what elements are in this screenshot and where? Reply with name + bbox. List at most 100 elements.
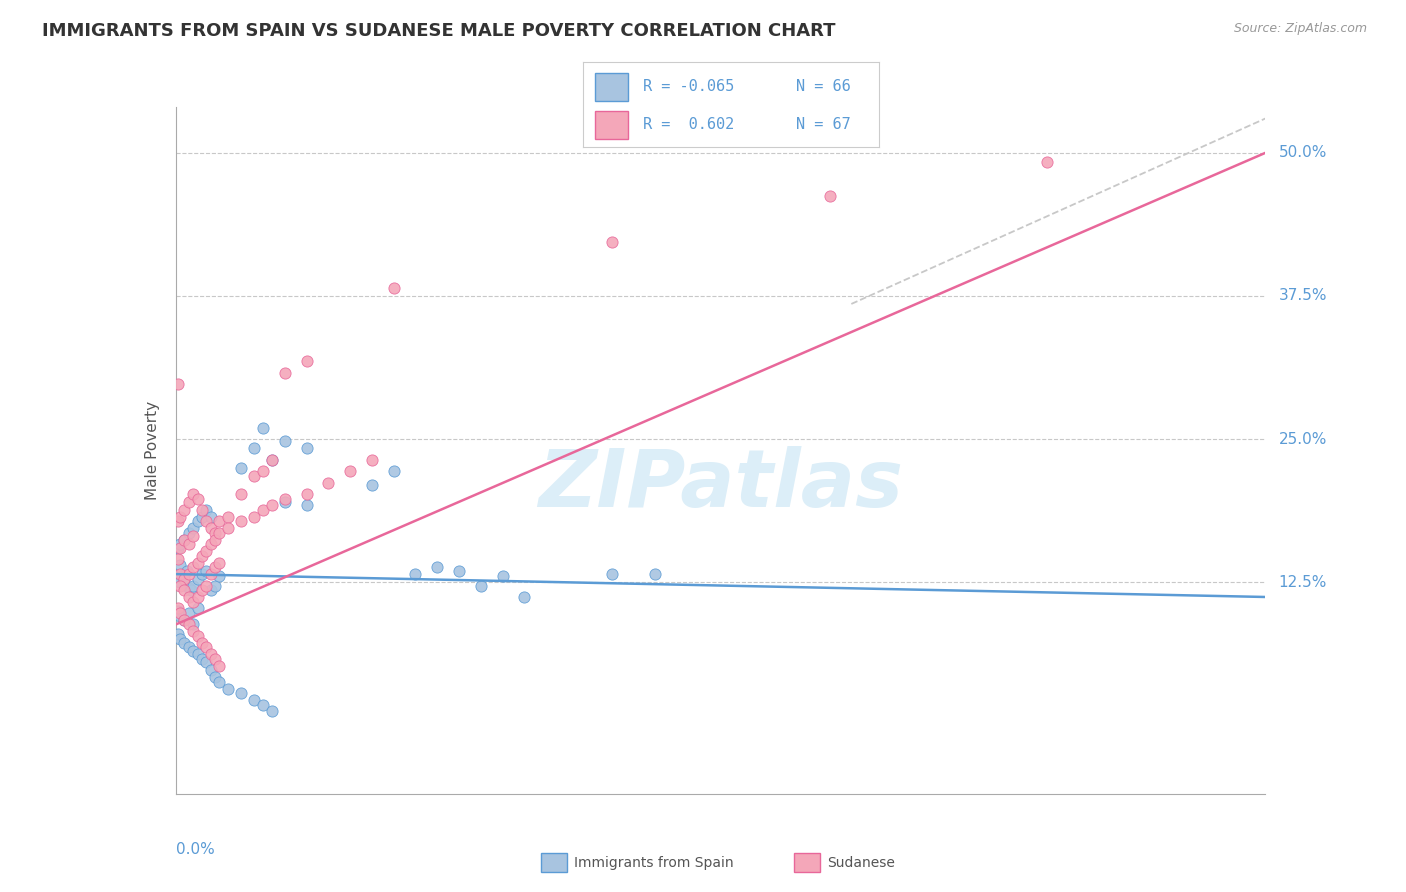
- Point: [274, 491, 297, 506]
- Point: [295, 354, 318, 368]
- Point: [186, 556, 209, 570]
- Point: [217, 521, 239, 535]
- Point: [200, 537, 222, 551]
- Point: [204, 578, 226, 592]
- Point: [208, 515, 231, 529]
- Point: [186, 629, 209, 643]
- Point: [169, 567, 191, 582]
- Point: [252, 698, 274, 712]
- Point: [177, 525, 200, 540]
- Point: [339, 464, 361, 478]
- Point: [186, 515, 209, 529]
- Point: [186, 491, 209, 506]
- Point: [177, 581, 200, 595]
- Point: [169, 609, 191, 624]
- Point: [167, 515, 190, 529]
- Point: [177, 640, 200, 655]
- Text: ZIPatlas: ZIPatlas: [538, 446, 903, 524]
- Point: [360, 452, 382, 467]
- Y-axis label: Male Poverty: Male Poverty: [145, 401, 160, 500]
- Point: [191, 652, 214, 666]
- Point: [426, 560, 449, 574]
- Point: [167, 552, 190, 566]
- Point: [181, 624, 204, 639]
- Point: [191, 583, 214, 598]
- Point: [204, 560, 226, 574]
- Point: [177, 590, 200, 604]
- Point: [186, 647, 209, 661]
- Point: [200, 583, 222, 598]
- Point: [169, 541, 191, 555]
- Point: [169, 558, 191, 572]
- Point: [818, 189, 841, 203]
- Point: [260, 499, 283, 513]
- Point: [600, 567, 623, 582]
- Point: [252, 503, 274, 517]
- Point: [231, 686, 253, 700]
- Point: [169, 578, 191, 592]
- FancyBboxPatch shape: [595, 72, 627, 101]
- Point: [382, 464, 405, 478]
- Text: 0.0%: 0.0%: [176, 842, 215, 857]
- Point: [260, 452, 283, 467]
- Point: [208, 658, 231, 673]
- Point: [173, 636, 195, 650]
- Point: [252, 420, 274, 434]
- Point: [470, 578, 492, 592]
- Point: [181, 617, 204, 632]
- Point: [181, 594, 204, 608]
- Point: [195, 578, 218, 592]
- Point: [167, 541, 190, 555]
- Point: [176, 564, 198, 578]
- Point: [231, 515, 253, 529]
- Point: [204, 525, 226, 540]
- Point: [195, 515, 218, 529]
- Point: [260, 705, 283, 719]
- Text: 25.0%: 25.0%: [1278, 432, 1327, 447]
- Point: [173, 572, 195, 586]
- Point: [1036, 155, 1059, 169]
- Point: [252, 464, 274, 478]
- Point: [200, 663, 222, 677]
- Point: [200, 509, 222, 524]
- Point: [177, 567, 200, 582]
- Point: [274, 366, 297, 380]
- Point: [181, 560, 204, 574]
- Point: [231, 460, 253, 475]
- Point: [195, 503, 218, 517]
- Text: R =  0.602: R = 0.602: [643, 117, 734, 132]
- Point: [167, 377, 190, 392]
- Point: [513, 590, 536, 604]
- Point: [177, 606, 200, 620]
- Point: [181, 644, 204, 658]
- Point: [173, 613, 195, 627]
- FancyBboxPatch shape: [595, 111, 627, 139]
- Point: [169, 509, 191, 524]
- Point: [200, 521, 222, 535]
- Point: [191, 567, 214, 582]
- Point: [243, 441, 266, 455]
- Point: [208, 525, 231, 540]
- Point: [405, 567, 427, 582]
- Text: 37.5%: 37.5%: [1278, 288, 1327, 303]
- Point: [181, 529, 204, 543]
- Point: [186, 601, 209, 615]
- Point: [177, 617, 200, 632]
- Point: [181, 487, 204, 501]
- Point: [191, 509, 214, 524]
- Point: [167, 569, 190, 583]
- Point: [173, 533, 195, 547]
- Text: IMMIGRANTS FROM SPAIN VS SUDANESE MALE POVERTY CORRELATION CHART: IMMIGRANTS FROM SPAIN VS SUDANESE MALE P…: [42, 22, 835, 40]
- Point: [208, 569, 231, 583]
- Point: [318, 475, 340, 490]
- Point: [172, 567, 194, 582]
- Point: [243, 468, 266, 483]
- Text: 12.5%: 12.5%: [1278, 574, 1327, 590]
- Point: [274, 434, 297, 449]
- Point: [204, 533, 226, 547]
- Text: Source: ZipAtlas.com: Source: ZipAtlas.com: [1233, 22, 1367, 36]
- Text: R = -0.065: R = -0.065: [643, 79, 734, 94]
- Text: N = 67: N = 67: [796, 117, 851, 132]
- Point: [200, 567, 222, 582]
- Point: [186, 590, 209, 604]
